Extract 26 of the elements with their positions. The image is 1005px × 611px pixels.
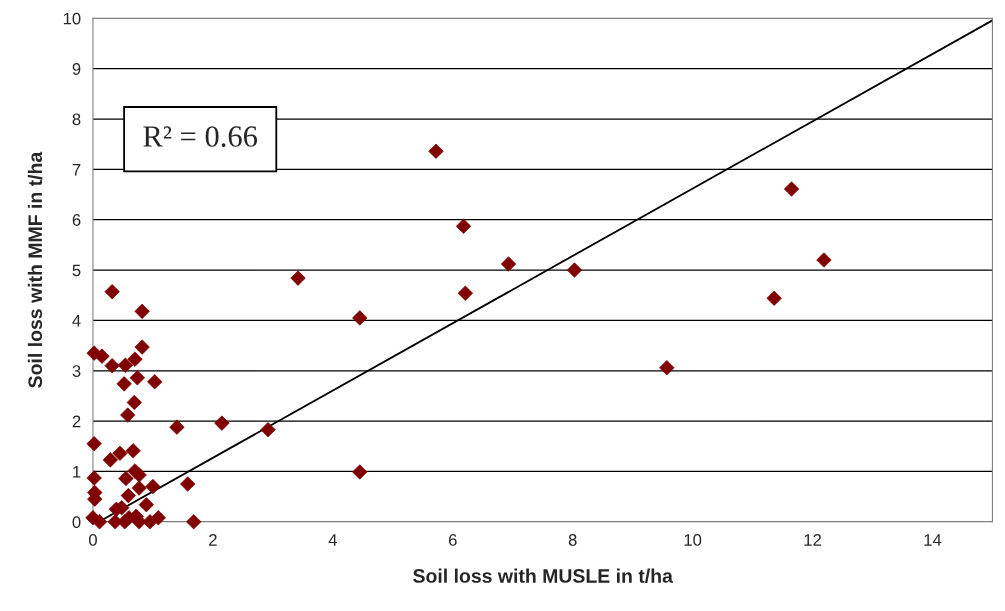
annotation: R² = 0.66 bbox=[143, 126, 258, 147]
y-tick-label: 1 bbox=[73, 466, 81, 478]
x-tick-label: 4 bbox=[328, 534, 337, 546]
x-tick-label: 10 bbox=[684, 534, 702, 546]
x-axis-title: Soil loss with MUSLE in t/ha bbox=[413, 568, 674, 584]
y-tick-label: 8 bbox=[72, 113, 81, 126]
x-tick-label: 0 bbox=[88, 534, 97, 546]
x-tick-label: 8 bbox=[568, 534, 577, 546]
y-tick-label: 9 bbox=[72, 63, 81, 75]
y-tick-label: 2 bbox=[72, 415, 81, 428]
y-tick-label: 5 bbox=[72, 264, 81, 277]
x-tick-label: 6 bbox=[448, 534, 457, 546]
y-tick-label: 3 bbox=[72, 365, 81, 377]
x-tick-label: 14 bbox=[924, 534, 942, 546]
point bbox=[428, 143, 444, 159]
y-axis-title: Soil loss with MMF in t/ha bbox=[27, 151, 43, 388]
y-tick-label: 0 bbox=[72, 516, 81, 528]
point bbox=[120, 487, 136, 504]
x-tick-label: 12 bbox=[804, 534, 821, 546]
y-tick-label: 10 bbox=[63, 12, 81, 25]
point bbox=[290, 270, 306, 286]
y-tick-label: 4 bbox=[72, 314, 81, 327]
point bbox=[214, 415, 230, 431]
y-tick-label: 6 bbox=[72, 214, 81, 226]
x-tick-label: 2 bbox=[209, 534, 217, 546]
y-tick-label: 7 bbox=[72, 163, 81, 176]
